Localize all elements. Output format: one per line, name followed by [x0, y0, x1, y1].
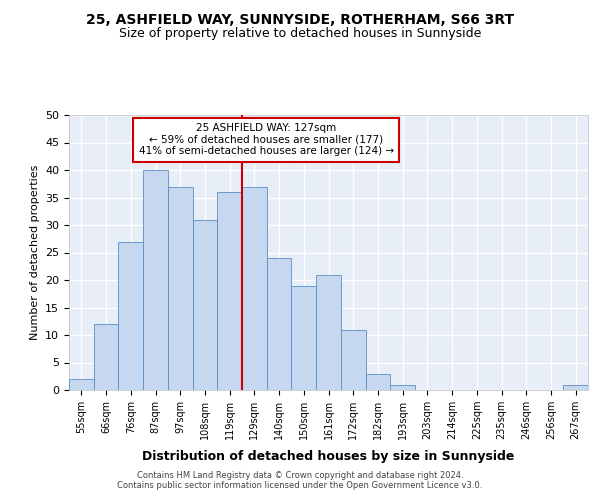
Y-axis label: Number of detached properties: Number of detached properties [29, 165, 40, 340]
Bar [563, 384, 588, 390]
Text: 25 ASHFIELD WAY: 127sqm
← 59% of detached houses are smaller (177)
41% of semi-d: 25 ASHFIELD WAY: 127sqm ← 59% of detache… [139, 123, 394, 156]
Bar [292, 286, 316, 390]
Bar [316, 274, 341, 390]
Bar [217, 192, 242, 390]
Bar [267, 258, 292, 390]
Bar [193, 220, 217, 390]
Bar [341, 330, 365, 390]
Bar [168, 186, 193, 390]
Bar [390, 384, 415, 390]
Bar [242, 186, 267, 390]
Text: Contains HM Land Registry data © Crown copyright and database right 2024.
Contai: Contains HM Land Registry data © Crown c… [118, 470, 482, 490]
Text: Size of property relative to detached houses in Sunnyside: Size of property relative to detached ho… [119, 28, 481, 40]
X-axis label: Distribution of detached houses by size in Sunnyside: Distribution of detached houses by size … [142, 450, 515, 464]
Text: 25, ASHFIELD WAY, SUNNYSIDE, ROTHERHAM, S66 3RT: 25, ASHFIELD WAY, SUNNYSIDE, ROTHERHAM, … [86, 12, 514, 26]
Bar [118, 242, 143, 390]
Bar [94, 324, 118, 390]
Bar [69, 379, 94, 390]
Bar [143, 170, 168, 390]
Bar [365, 374, 390, 390]
